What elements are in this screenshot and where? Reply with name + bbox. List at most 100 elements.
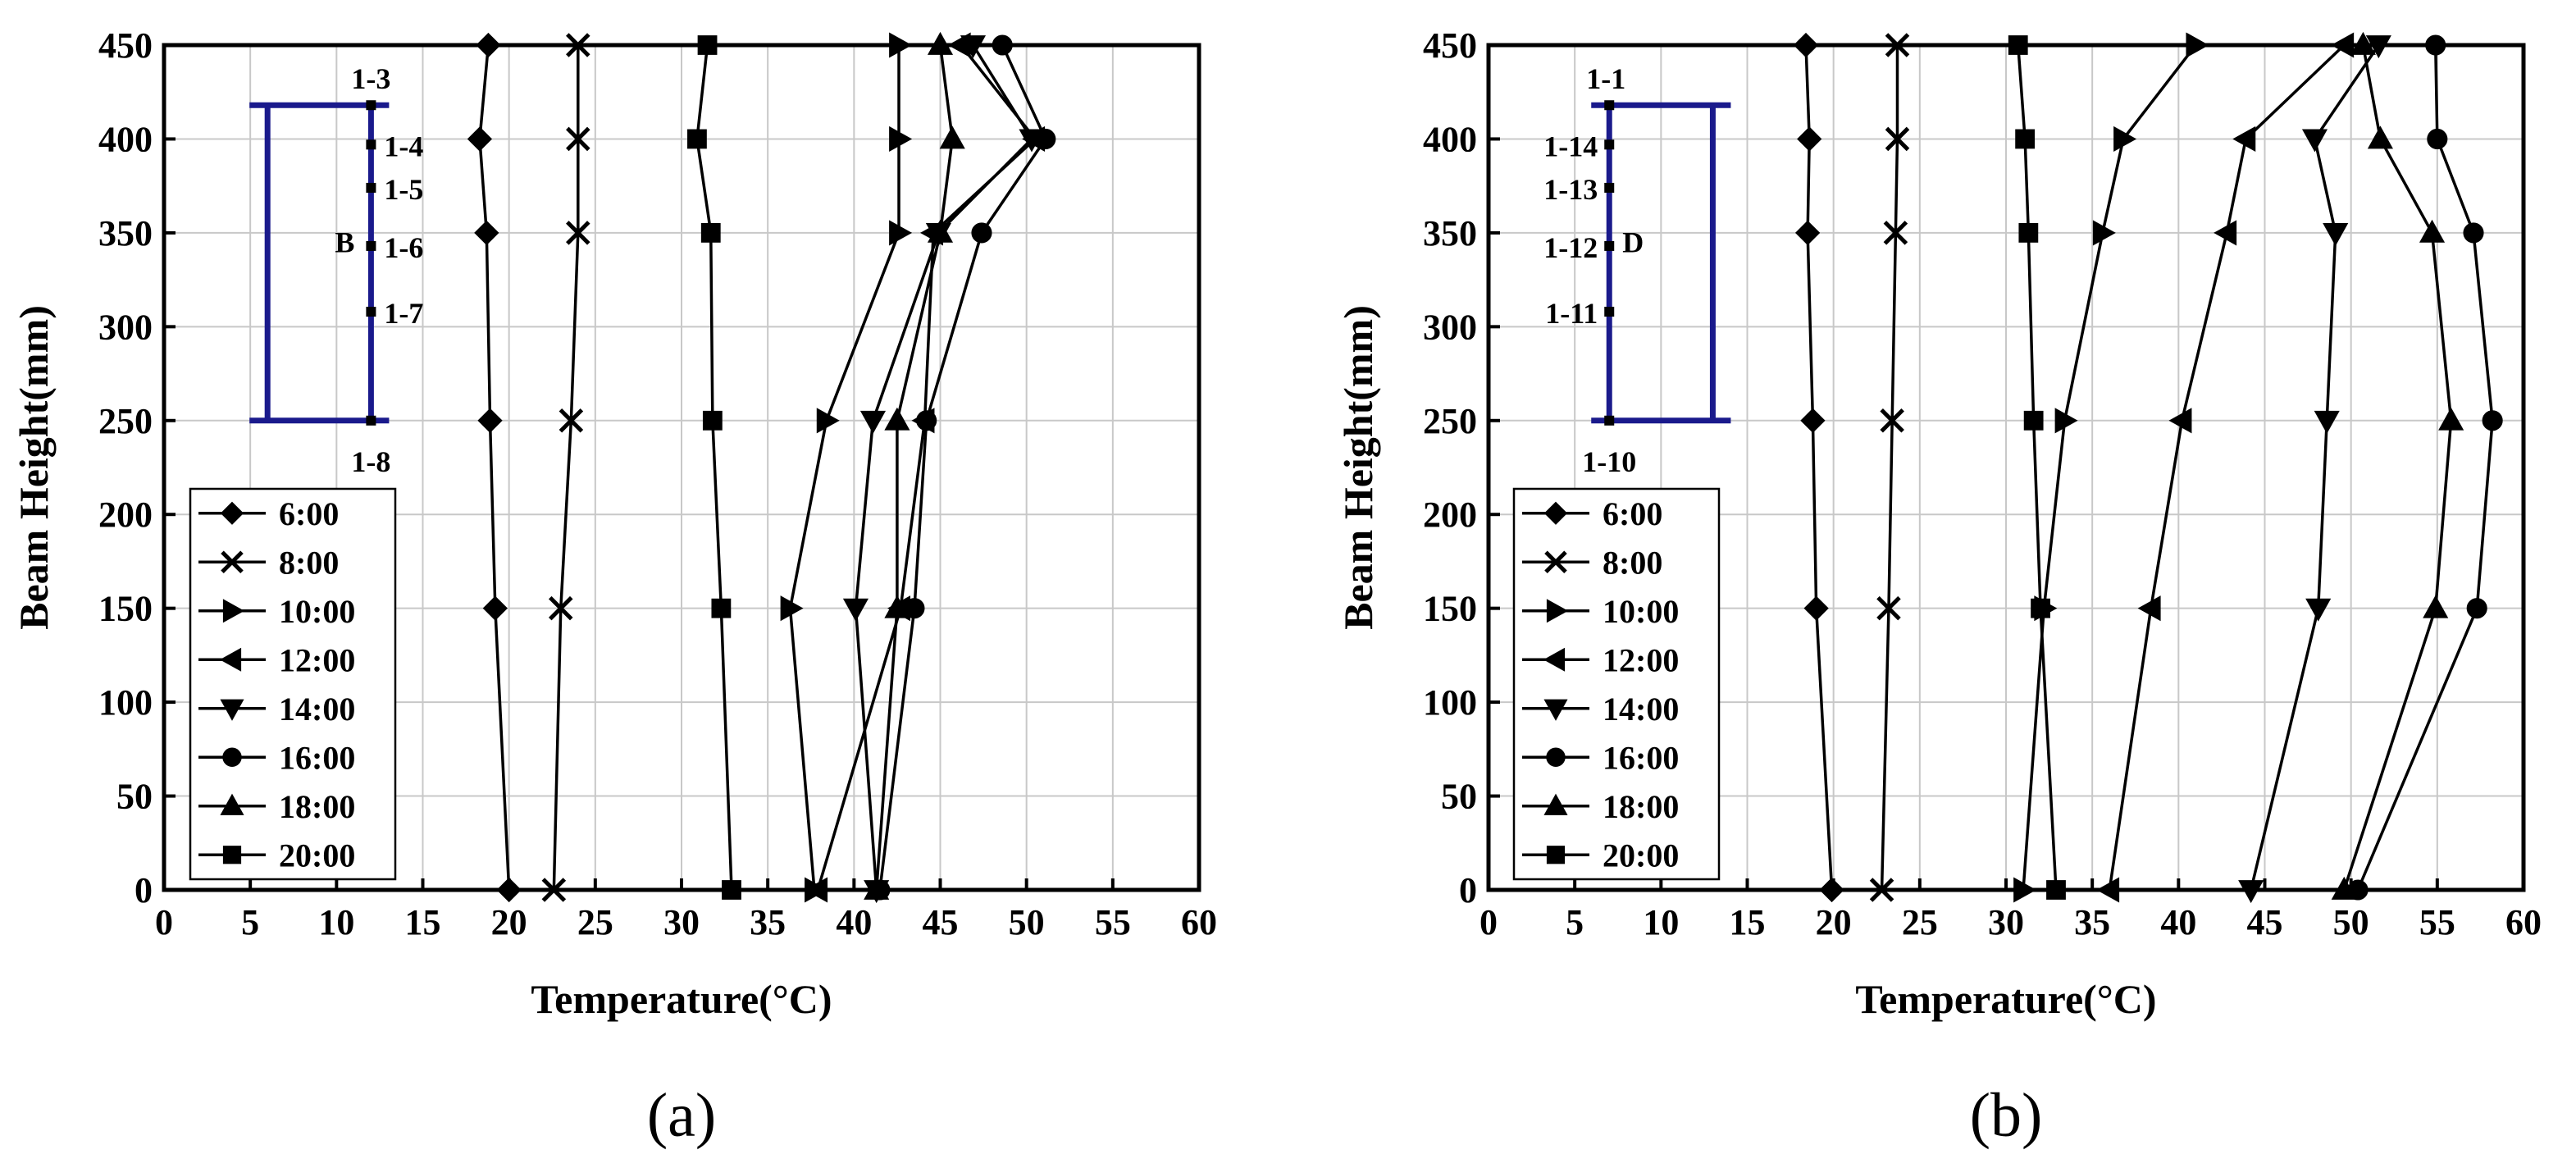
legend-entry-label: 12:00 (279, 641, 355, 678)
inset-sensor-point (1604, 139, 1615, 150)
legend-marker (1544, 550, 1567, 574)
x-tick-label: 0 (1479, 902, 1498, 942)
axes-frame (162, 43, 1201, 892)
legend-entry-label: 18:00 (279, 788, 355, 825)
legend-marker (1543, 647, 1566, 672)
legend-entry-label: 6:00 (1603, 495, 1662, 532)
x-tick-label: 20 (491, 902, 527, 942)
series-line-1000 (788, 45, 900, 891)
series-line-800 (552, 45, 580, 891)
y-tick-label: 50 (116, 777, 153, 817)
series-line-1200 (2108, 43, 2346, 891)
legend-marker (220, 501, 244, 525)
inset-sensor-point (1604, 240, 1615, 251)
y-tick-label: 350 (98, 213, 153, 253)
inset-sensor-point (366, 307, 376, 317)
x-tick-label: 20 (1816, 902, 1852, 942)
inset-sensor-point (366, 240, 376, 251)
x-tick-label: 40 (836, 902, 872, 942)
inset-sensor-point (366, 100, 376, 111)
data-point (2092, 220, 2116, 246)
legend-entry-label: 14:00 (279, 691, 355, 728)
data-point (1876, 595, 1901, 621)
data-point (884, 595, 910, 618)
x-tick-label: 5 (241, 902, 259, 942)
inset-sensor-label: 1-5 (384, 173, 423, 206)
data-point (2214, 220, 2237, 246)
inset-sensor-point (1604, 307, 1615, 317)
y-tick-label: 150 (1423, 589, 1477, 629)
data-point (2423, 595, 2449, 618)
inset-sensor-label: 1-13 (1543, 173, 1598, 206)
inset-sensor-point (366, 415, 376, 426)
legend-marker (1543, 793, 1568, 815)
data-point (2463, 222, 2484, 244)
legend-entry-label: 8:00 (279, 544, 339, 581)
data-point (474, 220, 499, 246)
legend-entry-label: 10:00 (1603, 593, 1679, 630)
data-point (2015, 129, 2036, 149)
legend-marker (1543, 699, 1568, 721)
legend: 6:00 8:00 10:00 12:00 14:00 16:00 18:00 20:00 (1512, 487, 1721, 881)
legend-entry-label: 8:00 (1603, 544, 1662, 581)
legend-marker (219, 647, 242, 672)
series-line-1800 (874, 44, 954, 891)
data-point (2023, 410, 2044, 431)
data-point (2314, 410, 2340, 434)
inset-sensor-label: 1-14 (1543, 130, 1598, 162)
legend-marker (220, 699, 244, 721)
legend-entry-label: 20:00 (1603, 837, 1679, 873)
y-tick-label: 300 (98, 307, 153, 347)
x-tick-label: 50 (1009, 902, 1045, 942)
x-tick-label: 50 (2333, 902, 2369, 942)
y-tick-label: 0 (1459, 870, 1477, 910)
data-point (2113, 125, 2137, 152)
chart-panel-a: 0 5 10 15 20 25 30 35 40 45 50 55 60 0 50 100 150 200 250 3… (11, 25, 1217, 1150)
legend-entry-label: 16:00 (1603, 739, 1679, 776)
data-point (1880, 408, 1904, 433)
data-point (859, 410, 887, 434)
data-point (2054, 408, 2078, 434)
y-tick-label: 250 (98, 401, 153, 441)
x-tick-label: 60 (2505, 902, 2542, 942)
y-tick-label: 200 (1423, 495, 1477, 535)
data-point (2427, 128, 2448, 149)
y-tick-label: 50 (1441, 777, 1477, 817)
data-point (780, 595, 804, 622)
x-tick-label: 10 (318, 902, 354, 942)
data-point (2137, 595, 2161, 622)
y-tick-label: 0 (134, 870, 153, 910)
y-tick-label: 400 (98, 119, 153, 159)
legend-marker (222, 846, 242, 864)
legend: 6:00 8:00 10:00 12:00 14:00 16:00 18:00 20:00 (189, 487, 397, 881)
data-point (700, 222, 721, 243)
y-tick-label: 450 (1423, 25, 1477, 66)
data-point (702, 410, 723, 431)
inset-sensor-label: 1-8 (351, 445, 390, 478)
x-tick-label: 25 (1902, 902, 1938, 942)
data-point (1885, 126, 1910, 152)
inset-sensor-label: 1-11 (1545, 297, 1598, 330)
inset-side-letter: D (1622, 226, 1644, 258)
x-tick-label: 15 (405, 902, 441, 942)
x-tick-label: 30 (663, 902, 700, 942)
data-point (2168, 408, 2192, 434)
legend-entry-label: 12:00 (1603, 641, 1679, 678)
legend-entry-label: 20:00 (279, 837, 355, 873)
inset-sensor-point (366, 139, 376, 150)
x-tick-label: 40 (2160, 902, 2196, 942)
data-point (889, 125, 913, 152)
data-point (2466, 598, 2487, 619)
x-tick-label: 10 (1643, 902, 1679, 942)
data-point (548, 595, 573, 621)
data-point (1800, 408, 1826, 433)
x-tick-label: 35 (2074, 902, 2110, 942)
data-point (2301, 129, 2328, 153)
legend-entry-label: 6:00 (279, 495, 339, 532)
data-point (482, 595, 508, 621)
x-tick-label: 15 (1730, 902, 1766, 942)
series-line-2000 (2016, 44, 2058, 891)
inset-sensor-label: 1-7 (384, 297, 423, 330)
legend-marker (222, 747, 242, 767)
inset-sensor-label: 1-3 (351, 62, 390, 95)
